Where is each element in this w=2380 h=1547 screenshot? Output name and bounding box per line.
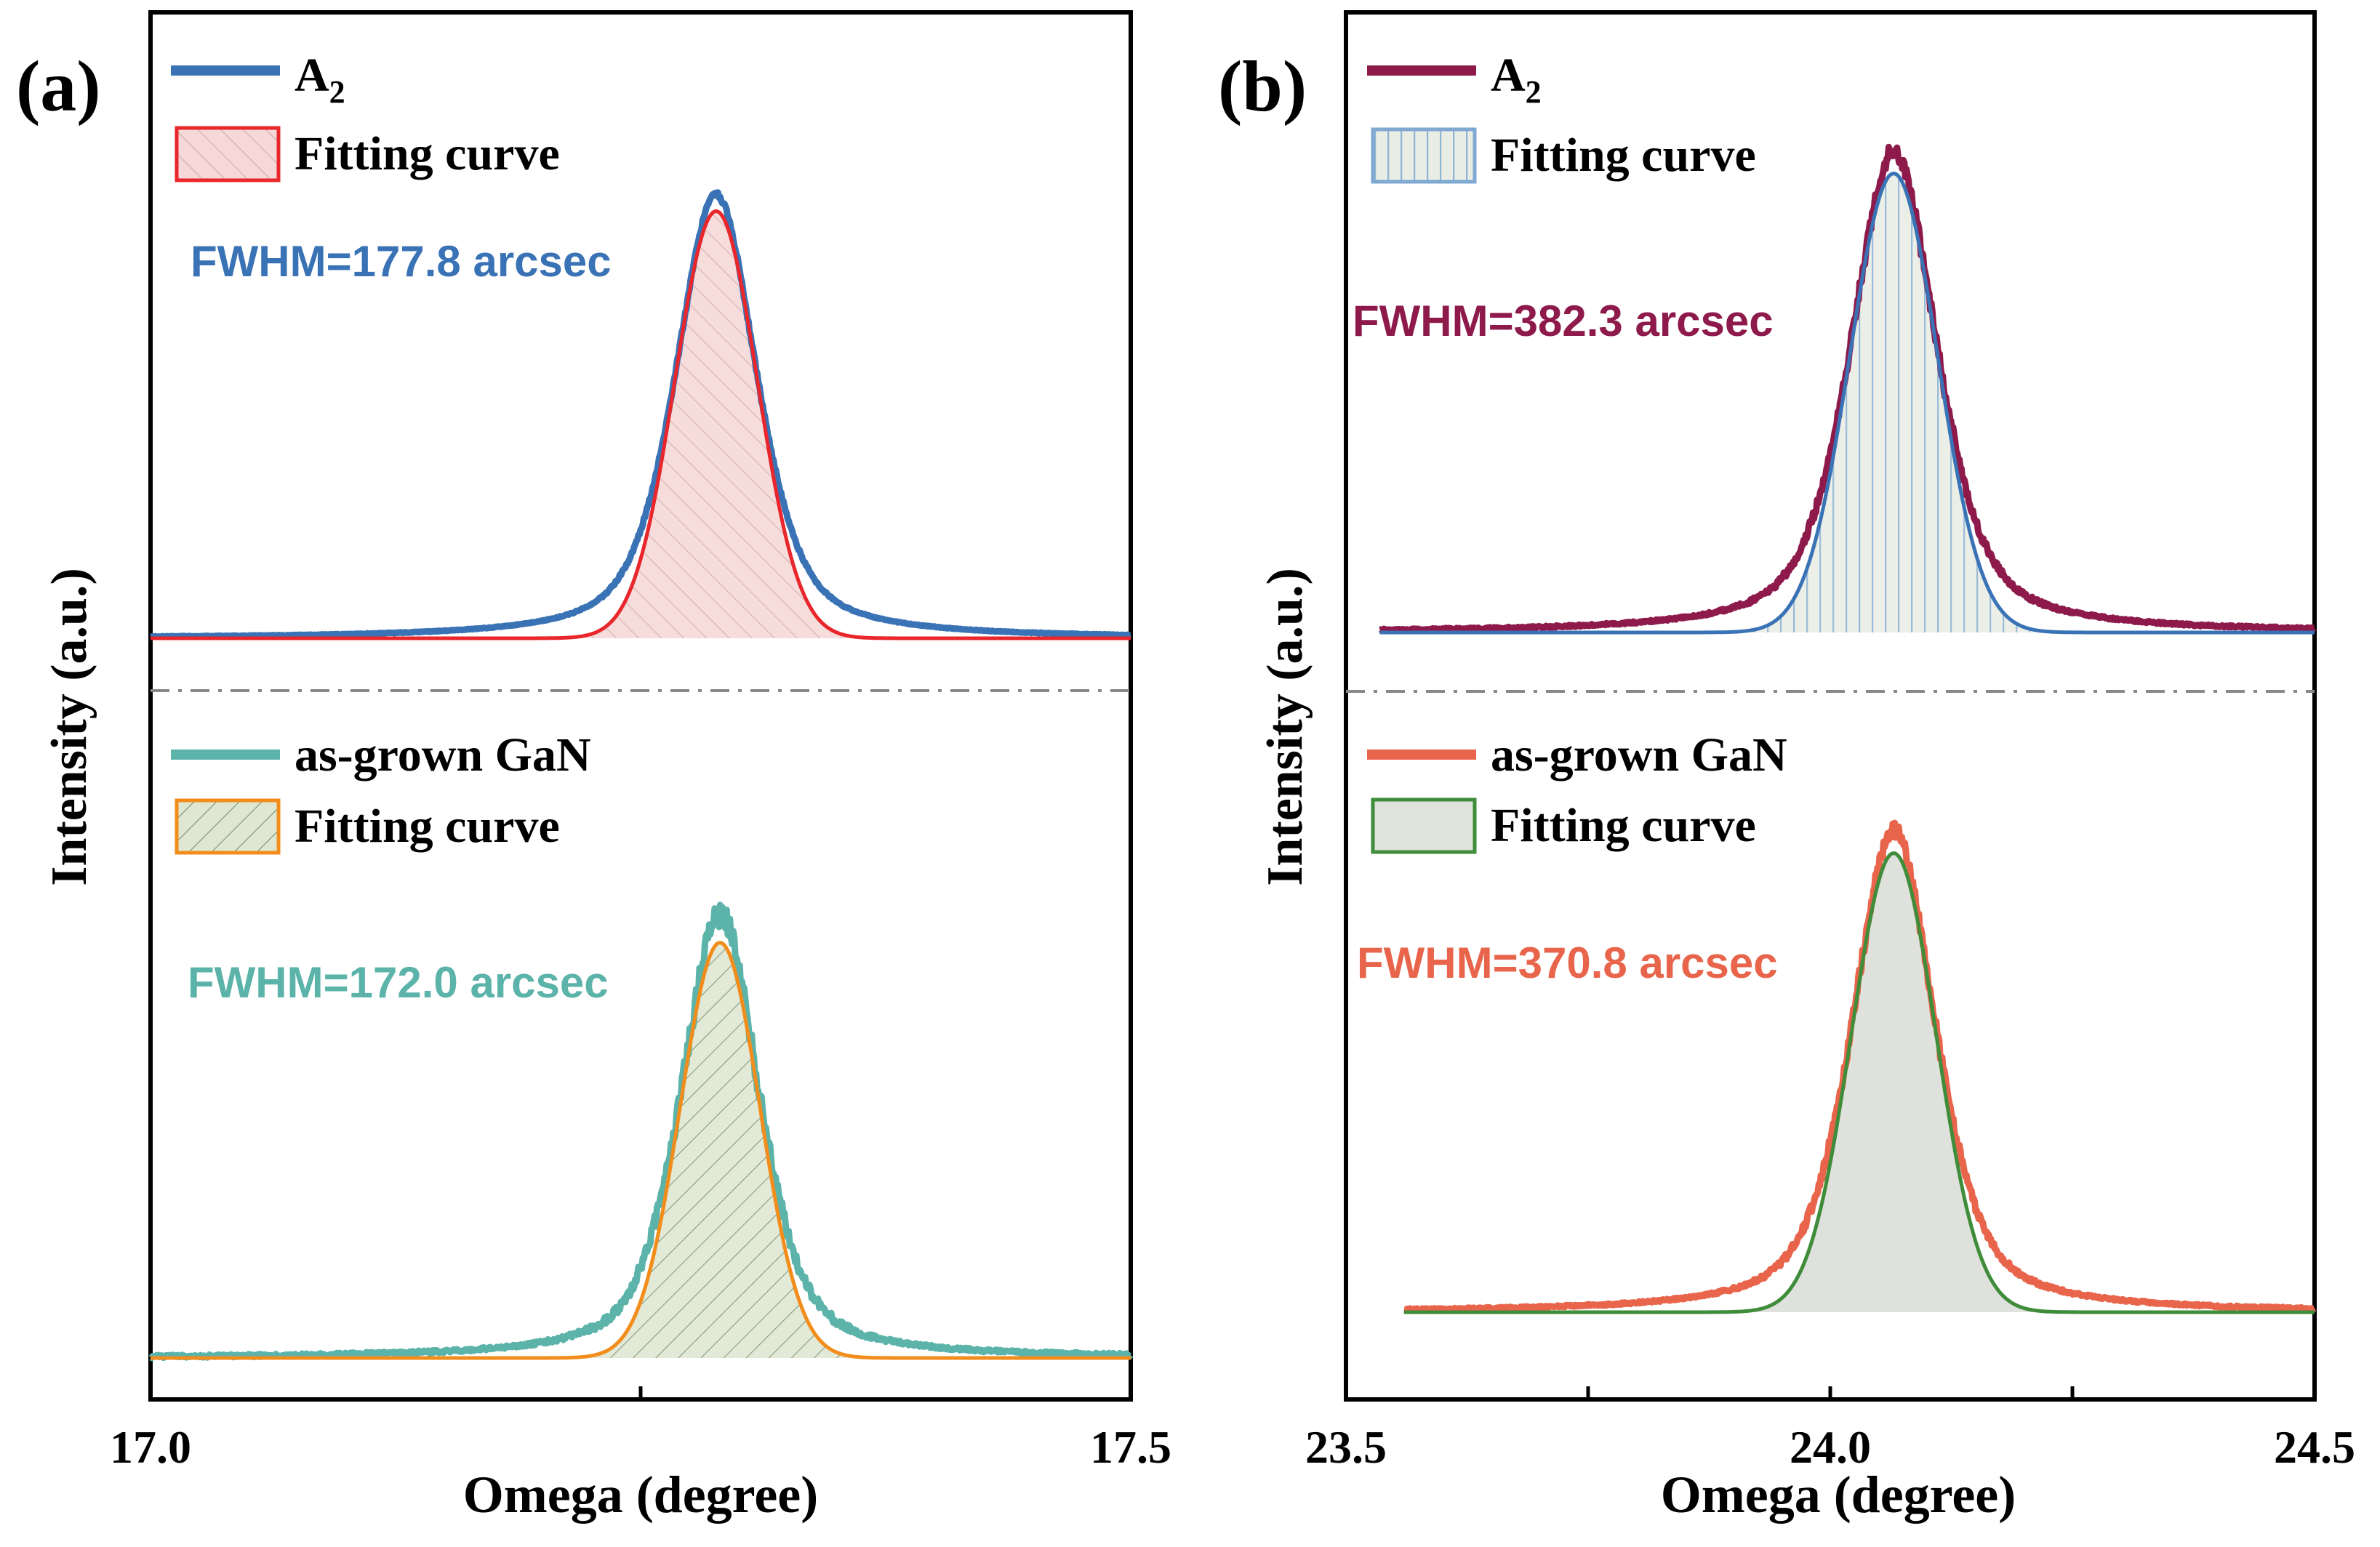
fit-line-a-bottom bbox=[151, 941, 1131, 1360]
panel-b-top-curves bbox=[1377, 143, 2317, 635]
legend-label-fitting-a-bottom: Fitting curve bbox=[295, 800, 560, 853]
legend-label-fitting-a-top: Fitting curve bbox=[295, 127, 560, 180]
x-tick-label: 17.0 bbox=[110, 1421, 191, 1473]
legend-fitting-box-a-bottom bbox=[175, 798, 281, 855]
annotation-fwhm-b-top: FWHM=382.3 arcsec bbox=[1353, 297, 1774, 345]
panel-a-bottom-curves bbox=[148, 901, 1134, 1362]
panel-b-bottom-legend: as-grown GaN Fitting curve bbox=[1367, 728, 1787, 854]
panel-a-ylabel: Intensity (a.u.) bbox=[41, 568, 97, 886]
panel-a-label: (a) bbox=[16, 46, 101, 126]
fit-line-b-top bbox=[1379, 172, 2315, 635]
panel-b-xlabel: Omega (degree) bbox=[1661, 1466, 2016, 1524]
legend-label-as-grown-a: as-grown GaN bbox=[295, 728, 591, 781]
x-tick-label: 17.5 bbox=[1090, 1421, 1171, 1473]
fit-area-b-top bbox=[1744, 173, 2043, 633]
panel-a-top-curves bbox=[148, 189, 1133, 640]
x-tick-label: 23.5 bbox=[1305, 1421, 1387, 1473]
legend-label-as-grown-b: as-grown GaN bbox=[1491, 728, 1787, 781]
legend-label-fitting-b-top: Fitting curve bbox=[1491, 129, 1756, 182]
legend-label-a2-b: A2 bbox=[1491, 49, 1542, 110]
fit-area-b-bottom bbox=[1749, 853, 2039, 1312]
annotation-fwhm-b-bottom: FWHM=370.8 arcsec bbox=[1357, 939, 1778, 987]
legend-fitting-box-a-top bbox=[175, 126, 281, 182]
annotation-fwhm-a-top: FWHM=177.8 arcsec bbox=[191, 237, 612, 286]
legend-label-fitting-b-bottom: Fitting curve bbox=[1491, 799, 1756, 852]
panel-b-top-legend: A2 Fitting curve bbox=[1367, 49, 1756, 184]
panel-b-x-ticks: 23.5 24.0 24.5 bbox=[1305, 1386, 2355, 1473]
fit-line-b-bottom bbox=[1403, 851, 2315, 1314]
panel-b: (b) A2 Fitting curve FWHM=382.3 arcsec a… bbox=[1218, 10, 2355, 1524]
x-tick-label: 24.0 bbox=[1790, 1421, 1871, 1473]
x-tick-label: 24.5 bbox=[2274, 1421, 2355, 1473]
panel-a-xlabel: Omega (degree) bbox=[463, 1466, 818, 1524]
legend-fitting-box-b-bottom bbox=[1371, 797, 1477, 854]
fit-line-a-top bbox=[151, 209, 1131, 640]
panel-b-label: (b) bbox=[1218, 46, 1307, 126]
legend-fitting-box-b-top bbox=[1371, 127, 1477, 184]
panel-a-x-ticks: 17.0 17.5 bbox=[110, 1386, 1171, 1473]
panel-b-bottom-curves bbox=[1401, 819, 2317, 1314]
data-line-b-bottom bbox=[1401, 819, 2317, 1314]
fit-area-a-top bbox=[575, 211, 857, 638]
fit-area-a-bottom bbox=[584, 942, 856, 1358]
annotation-fwhm-a-bottom: FWHM=172.0 arcsec bbox=[188, 958, 609, 1007]
panel-a-bottom-legend: as-grown GaN Fitting curve bbox=[171, 728, 591, 855]
panel-b-ylabel: Intensity (a.u.) bbox=[1257, 568, 1313, 886]
panel-a-frame bbox=[148, 10, 1133, 1402]
panel-a-top-legend: A2 Fitting curve bbox=[171, 49, 560, 182]
legend-label-a2: A2 bbox=[295, 49, 345, 110]
data-line-a-top bbox=[148, 189, 1133, 640]
data-line-a-bottom bbox=[148, 901, 1134, 1362]
panel-a: (a) A2 Fitting curve FWHM=177.8 arcsec a… bbox=[16, 10, 1171, 1524]
